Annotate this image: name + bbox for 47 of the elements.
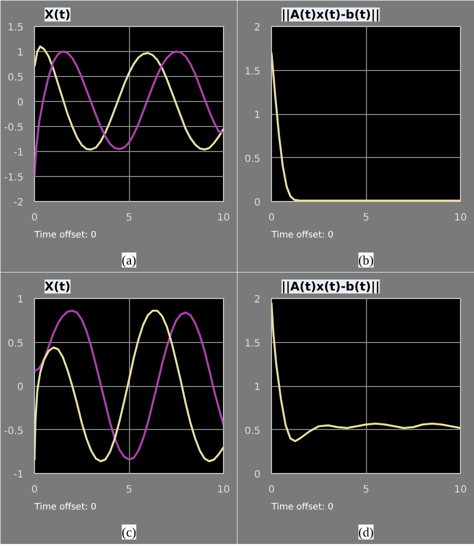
y-tick-label: 0 — [254, 470, 261, 480]
y-tick-label: 1 — [17, 294, 24, 306]
x-tick-label: 0 — [268, 212, 275, 224]
x-tick-label: 10 — [454, 484, 467, 496]
y-tick-label: 0 — [17, 382, 24, 393]
y-tick-label: 0 — [254, 198, 261, 208]
y-tick-label: -1 — [14, 148, 24, 158]
x-tick-label: 10 — [217, 212, 230, 224]
x-tick-label: 5 — [126, 212, 132, 224]
text: Time offset: 0 — [34, 502, 97, 512]
chart-title: X(t) — [44, 280, 70, 294]
text: (a) — [122, 252, 136, 268]
chart-title: X(t) — [44, 8, 70, 22]
chart-title: ||A(t)x(t)-b(t)|| — [282, 8, 380, 22]
y-tick-label: -0.5 — [4, 122, 24, 134]
x-tick-label: 10 — [217, 484, 230, 496]
y-tick-label: 2 — [254, 294, 261, 306]
text: Time offset: 0 — [270, 502, 334, 512]
x-tick-label: 5 — [126, 484, 132, 496]
x-tick-label: 5 — [362, 212, 370, 224]
x-tick-label: 10 — [454, 212, 467, 224]
y-tick-label: 0 — [17, 98, 24, 108]
x-tick-label: 5 — [362, 484, 370, 496]
y-tick-label: 1 — [17, 48, 24, 58]
text: Time offset: 0 — [270, 230, 334, 240]
text: (b) — [358, 252, 374, 268]
y-tick-label: 1 — [254, 382, 261, 393]
y-tick-label: 0.5 — [244, 154, 261, 165]
x-tick-label: 0 — [31, 484, 38, 496]
chart-title: ||A(t)x(t)-b(t)|| — [282, 280, 380, 294]
y-tick-label: 0.5 — [8, 72, 24, 84]
y-tick-label: -0.5 — [4, 426, 24, 437]
y-tick-label: -1 — [14, 470, 24, 480]
y-tick-label: 1.5 — [244, 66, 261, 78]
y-tick-label: 2 — [254, 22, 261, 34]
text: Time offset: 0 — [34, 230, 97, 240]
y-tick-label: 0.5 — [8, 338, 24, 350]
y-tick-label: -1.5 — [4, 172, 24, 184]
text: (c) — [122, 524, 136, 540]
y-tick-label: 1.5 — [244, 338, 261, 350]
x-tick-label: 0 — [268, 484, 275, 496]
y-tick-label: 1.5 — [8, 22, 24, 34]
y-tick-label: 0.5 — [244, 426, 261, 437]
x-tick-label: 0 — [31, 212, 38, 224]
y-tick-label: 1 — [254, 110, 261, 121]
text: (d) — [358, 524, 374, 540]
y-tick-label: -2 — [14, 198, 24, 208]
